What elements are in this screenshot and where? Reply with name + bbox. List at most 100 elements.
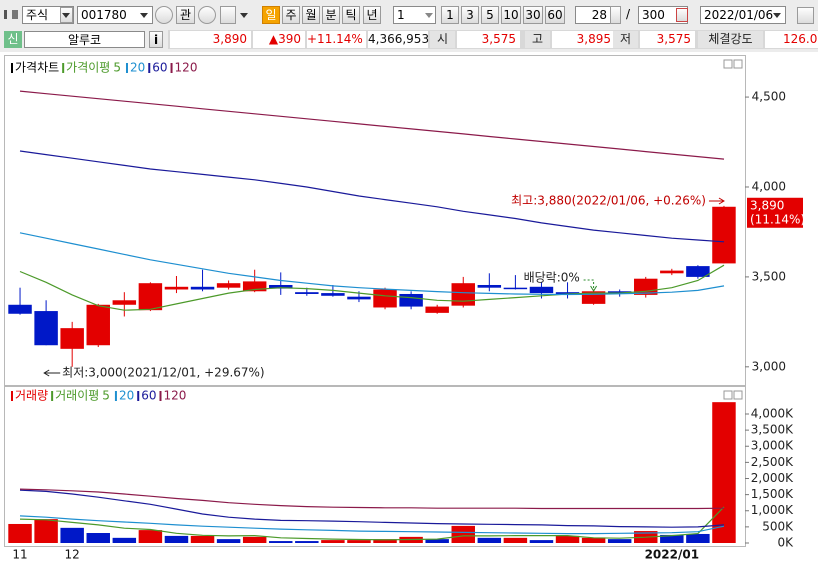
volume-bar xyxy=(555,535,580,543)
volume-bar xyxy=(451,525,475,543)
period-button[interactable]: 주 xyxy=(282,6,300,24)
period-button[interactable]: 년 xyxy=(363,6,381,24)
menu-icon[interactable] xyxy=(4,10,18,19)
current-price: 3,890 xyxy=(170,31,251,48)
moving-average-line xyxy=(19,264,725,311)
legend-label: 가격차트 xyxy=(15,61,59,75)
period-button[interactable]: 틱 xyxy=(342,6,360,24)
count-spin[interactable] xyxy=(610,6,621,24)
interval-button[interactable]: 3 xyxy=(461,6,479,24)
volume: 4,366,953 xyxy=(368,31,430,48)
dropdown-arrow[interactable] xyxy=(773,13,781,18)
candle-body xyxy=(503,287,528,290)
date-input[interactable]: 2022/01/06 xyxy=(700,6,786,24)
volume-bar xyxy=(8,523,32,543)
dropdown-arrow[interactable] xyxy=(140,13,148,18)
x-tick-label: 2022/01 xyxy=(645,548,699,562)
moving-average-line xyxy=(19,232,725,296)
interval-button[interactable]: 30 xyxy=(523,6,543,24)
y-tick-label: 500K xyxy=(762,519,794,533)
panel-close[interactable] xyxy=(733,59,743,69)
y-tick-label: 2,000K xyxy=(751,471,794,485)
interval-button[interactable]: 1 xyxy=(441,6,459,24)
count-input[interactable]: 28 xyxy=(575,6,611,24)
volume-bar xyxy=(607,539,632,543)
volume-bar xyxy=(34,519,58,543)
code-input[interactable]: 001780 xyxy=(77,6,153,24)
strength-value: 126.0 xyxy=(765,31,818,48)
volume-bar xyxy=(477,537,502,543)
panel-minimize[interactable] xyxy=(723,59,733,69)
dividend-annotation: 배당락:0% xyxy=(524,271,580,285)
legend-label: 가격이평 xyxy=(66,61,110,75)
volume-bar xyxy=(373,539,397,543)
volume-bar xyxy=(581,537,606,543)
field-value: 3,895 xyxy=(552,31,615,48)
field-label: 시 xyxy=(430,31,455,48)
y-tick-label: 1,500K xyxy=(751,487,794,501)
candle-body xyxy=(8,304,32,314)
legend-swatch xyxy=(170,63,173,73)
chart-icon[interactable] xyxy=(797,7,814,24)
change-rate: +11.14% xyxy=(307,31,366,48)
low-annotation: 최저:3,000(2021/12/01, +29.67%) xyxy=(62,366,264,380)
dropdown-arrow[interactable] xyxy=(62,13,70,18)
moving-average-line xyxy=(19,150,725,243)
legend-label: 거래량 xyxy=(15,389,48,403)
price-change: ▲390 xyxy=(253,31,305,48)
volume-bar xyxy=(529,540,554,543)
legend-label: 120 xyxy=(175,61,198,75)
interval-select[interactable]: 1 xyxy=(393,6,436,24)
legend-label: 60 xyxy=(141,389,156,403)
candle-body xyxy=(399,293,423,307)
price-tag-box xyxy=(747,197,803,228)
dropdown-arrow[interactable] xyxy=(425,13,433,18)
candle-body xyxy=(451,283,475,306)
info-button[interactable]: i xyxy=(149,31,163,48)
candle-body xyxy=(373,289,397,308)
candle-body xyxy=(686,266,710,277)
panel-minimize[interactable] xyxy=(723,390,733,400)
settings-button[interactable] xyxy=(676,8,688,22)
annotation-arrowhead xyxy=(718,197,725,205)
field-value: 3,575 xyxy=(457,31,520,48)
legend-swatch xyxy=(11,63,13,73)
period-button[interactable]: 분 xyxy=(322,6,340,24)
annotation-arrowhead xyxy=(43,369,50,377)
separator: / xyxy=(626,7,631,21)
dividend-arrow xyxy=(583,279,595,290)
x-tick-label: 12 xyxy=(65,548,80,562)
interval-button[interactable]: 60 xyxy=(545,6,565,24)
credit-tag: 신 xyxy=(4,31,22,48)
total-input[interactable]: 300 xyxy=(638,6,688,24)
period-button[interactable]: 일 xyxy=(262,6,280,24)
interval-button[interactable]: 10 xyxy=(501,6,521,24)
dividend-arrowhead xyxy=(590,285,598,292)
volume-bar xyxy=(112,537,137,543)
volume-bar xyxy=(138,530,163,543)
volume-bar xyxy=(425,539,449,543)
panel-close[interactable] xyxy=(733,390,743,400)
candle-body xyxy=(86,304,110,346)
y-tick-label: 4,000K xyxy=(751,406,794,420)
legend-swatch xyxy=(159,391,162,401)
legend-swatch xyxy=(137,391,140,401)
interval-button[interactable]: 5 xyxy=(481,6,499,24)
period-button[interactable]: 월 xyxy=(302,6,320,24)
volume-bar xyxy=(60,527,84,543)
y-tick-label: 0K xyxy=(777,536,794,550)
search-button[interactable] xyxy=(155,6,173,24)
volume-bar xyxy=(347,540,371,543)
strength-label: 체결강도 xyxy=(698,31,763,48)
candle-body xyxy=(34,311,58,346)
candle-body xyxy=(477,284,502,288)
watch-button[interactable]: 관 xyxy=(176,6,195,24)
x-tick-label: 11 xyxy=(12,548,27,562)
dropdown-arrow[interactable] xyxy=(240,13,248,18)
spin-button[interactable] xyxy=(220,6,236,24)
field-value: 3,575 xyxy=(640,31,695,48)
candle-body xyxy=(164,286,189,290)
refresh-button[interactable] xyxy=(198,6,216,24)
